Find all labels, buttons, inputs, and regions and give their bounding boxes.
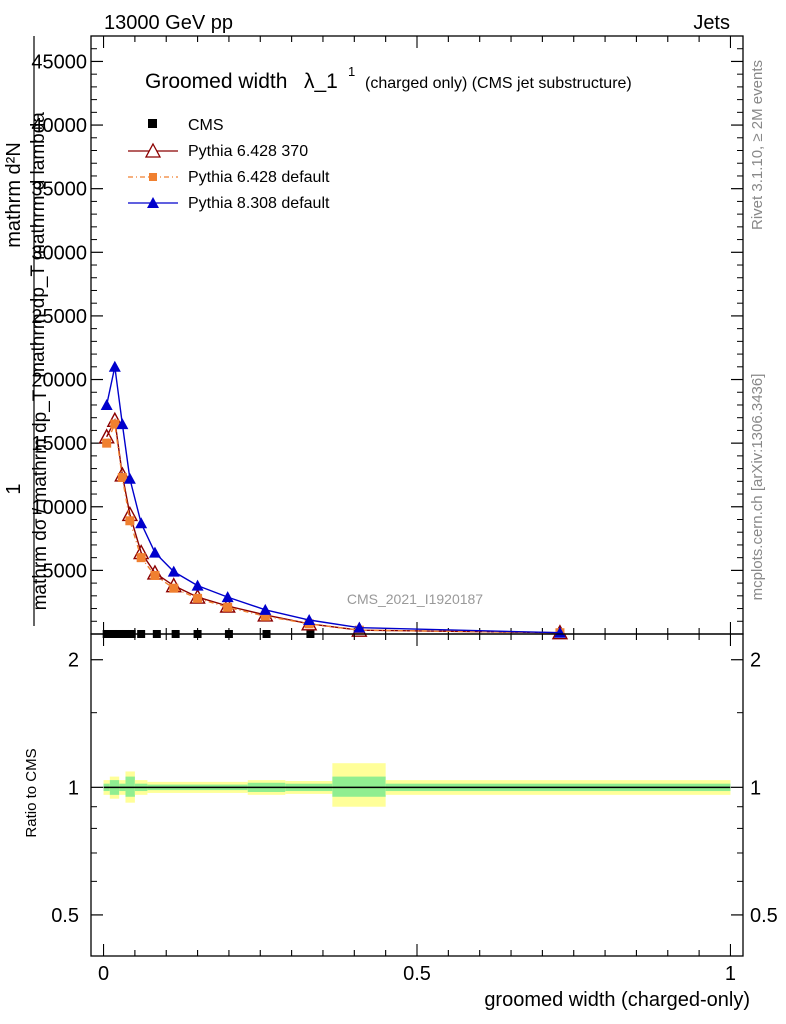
data-point-pythia-8-308-default (100, 398, 113, 410)
legend-entry-cms: CMS (148, 117, 224, 134)
data-point-pythia-8-308-default (135, 517, 148, 529)
main-y-tick-label: 10000 (31, 497, 87, 519)
data-point-pythia-6-428-default (136, 553, 146, 563)
data-point-pythia-6-428-default (193, 593, 203, 603)
ratio-plot-frame (90, 633, 744, 957)
title-subtitle: (charged only) (CMS jet substructure) (365, 75, 632, 92)
ratio-ylabel: Ratio to CMS (23, 748, 40, 837)
legend-p6-370-marker (144, 142, 162, 158)
legend: CMS Pythia 6.428 370 Pythia 6.428 defaul… (128, 117, 330, 212)
legend-cms-marker (148, 119, 157, 128)
ratio-y-tick-label: 1 (68, 777, 79, 799)
data-point-pythia-8-308-default (116, 418, 129, 430)
data-point-pythia-6-428-default (223, 602, 233, 612)
series-line-pythia-6-428-default (106, 421, 560, 634)
data-point-pythia-6-428-default (110, 419, 120, 429)
main-y-tick-label: 45000 (31, 51, 87, 73)
ratio-y-tick-label: 2 (68, 650, 79, 672)
data-point-pythia-8-308-default (108, 360, 121, 372)
legend-entry-p6-default: Pythia 6.428 default (128, 169, 330, 186)
data-point-pythia-8-308-default (191, 579, 204, 591)
legend-cms-label: CMS (188, 117, 224, 134)
ratio-y-tick-label-right: 1 (750, 777, 761, 799)
data-point-pythia-8-308-default (221, 591, 234, 603)
legend-p8-default-marker (147, 197, 159, 208)
data-point-pythia-8-308-default (259, 603, 272, 615)
jets-label: Jets (693, 12, 730, 34)
legend-p8-default-label: Pythia 8.308 default (188, 195, 330, 212)
data-point-pythia-6-428-default (102, 438, 112, 448)
legend-p6-default-marker (149, 173, 157, 181)
legend-p6-default-label: Pythia 6.428 default (188, 169, 330, 186)
rivet-version-label: Rivet 3.1.10, ≥ 2M events (749, 60, 766, 230)
ylabel-d2n: mathrm d²N (3, 142, 25, 248)
data-point-pythia-8-308-default (353, 621, 366, 633)
data-point-pythia-6-428-default (260, 611, 270, 621)
ratio-x-tick-label: 0.5 (403, 963, 431, 985)
energy-label: 13000 GeV pp (104, 12, 233, 34)
plot-title: Groomed width λ_1 1 (charged only) (CMS … (145, 64, 632, 93)
x-axis-label: groomed width (charged-only) (484, 989, 750, 1011)
ratio-x-tick-label: 0 (98, 963, 109, 985)
mcplots-label: mcplots.cern.ch [arXiv:1306.3436] (749, 374, 766, 601)
main-ylabel: 1 mathrm dσ / mathrm dp_T (3, 36, 51, 626)
analysis-watermark: CMS_2021_I1920187 (347, 591, 483, 607)
main-y-tick-label: 40000 (31, 115, 87, 137)
title-superscript: 1 (348, 64, 355, 79)
main-series-layer (98, 360, 569, 640)
main-y-tick-label: 15000 (31, 433, 87, 455)
ratio-x-tick-label: 1 (725, 963, 736, 985)
ratio-y-tick-label: 0.5 (51, 905, 79, 927)
ratio-bands-layer (103, 763, 731, 807)
ratio-y-axis: 0.5 0.5 1 1 2 2 (51, 650, 778, 927)
data-point-pythia-8-308-default (553, 626, 566, 638)
legend-p6-370-label: Pythia 6.428 370 (188, 143, 308, 160)
ylabel-dpt-dlambda: mathrm dp_T mathrm d lambda (28, 112, 49, 378)
main-y-tick-label: 5000 (43, 560, 88, 582)
data-point-pythia-6-428-default (117, 473, 127, 483)
series-line-pythia-8-308-default (105, 366, 560, 634)
ratio-y-tick-label-right: 0.5 (750, 905, 778, 927)
ylabel-dsigma: mathrm dσ / mathrm dp_T (30, 389, 51, 610)
legend-entry-p8-default: Pythia 8.308 default (128, 195, 330, 212)
series-line-pythia-6-428-370 (106, 417, 560, 634)
ylabel-one: 1 (3, 483, 25, 494)
data-point-pythia-6-428-default (150, 570, 160, 580)
title-symbol: λ_1 (304, 70, 338, 93)
main-y-tick-label: 25000 (31, 306, 87, 328)
data-point-pythia-8-308-default (167, 565, 180, 577)
main-y-tick-label: 20000 (31, 370, 87, 392)
legend-entry-p6-370: Pythia 6.428 370 (128, 142, 308, 160)
ratio-x-axis: 0 0.5 1 (98, 634, 736, 985)
main-y-axis: 5000 10000 15000 20000 25000 30000 35000 40000 4… (31, 48, 743, 622)
data-point-pythia-8-308-default (123, 472, 136, 484)
main-y-tick-label: 35000 (31, 179, 87, 201)
data-point-pythia-8-308-default (303, 614, 316, 626)
title-prefix: Groomed width (145, 70, 287, 93)
ratio-y-tick-label-right: 2 (750, 650, 761, 672)
data-point-pythia-8-308-default (148, 546, 161, 558)
main-y-tick-label: 30000 (31, 242, 87, 264)
data-point-pythia-6-428-default (169, 583, 179, 593)
data-point-pythia-6-428-default (125, 516, 135, 526)
